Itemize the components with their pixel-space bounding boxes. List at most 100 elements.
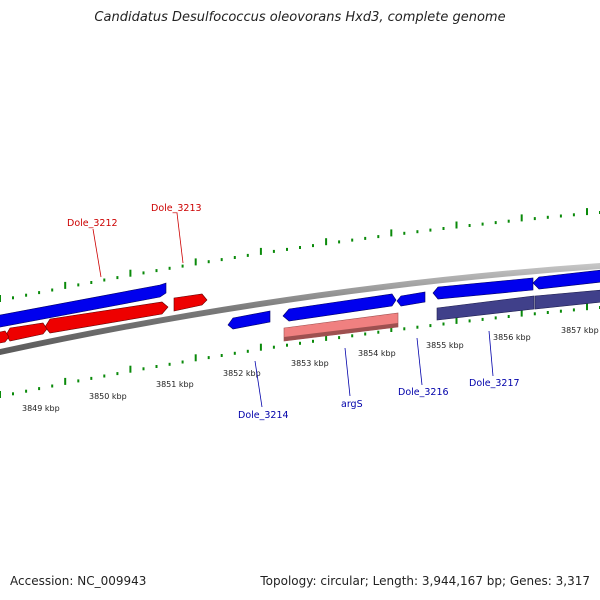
ruler-label: 3856 kbp [493,333,531,342]
ruler-label: 3850 kbp [89,392,127,401]
major-tick [64,281,67,289]
major-tick [129,269,132,277]
minor-tick [364,332,367,336]
major-tick [520,214,523,222]
minor-tick [286,343,288,347]
minor-tick [38,387,41,391]
major-tick [194,258,197,266]
minor-tick [299,341,301,345]
gene-forward-dole3214[interactable] [227,310,271,330]
ruler-label: 3857 kbp [561,326,599,335]
gene-label-args[interactable]: argS [341,399,363,410]
accession-label: Accession: NC_009943 [10,574,147,588]
minor-tick [494,221,497,225]
minor-tick [116,372,119,376]
minor-tick [559,309,562,313]
minor-tick [90,281,93,284]
minor-tick [77,379,80,383]
label-leader [176,212,184,264]
minor-tick [351,238,354,242]
minor-tick [468,319,471,323]
minor-tick [403,327,406,331]
minor-tick [416,230,419,234]
minor-tick [25,389,28,393]
gene-reverse-1[interactable] [5,322,48,342]
minor-tick [572,308,575,312]
major-tick [0,295,1,302]
label-leader [254,360,263,408]
minor-tick [377,330,380,334]
gene-forward-dole3216[interactable] [396,291,426,307]
major-tick [259,343,262,351]
gene-label-dole3212[interactable]: Dole_3212 [67,218,118,229]
minor-tick [246,253,249,257]
minor-tick [312,339,314,343]
minor-tick [377,235,380,239]
genome-summary: Topology: circular; Length: 3,944,167 bp… [260,574,590,588]
gene-label-dole3216[interactable]: Dole_3216 [398,387,449,398]
gene-rna-args[interactable] [283,312,399,342]
major-tick [586,303,588,311]
minor-tick [25,293,28,297]
minor-tick [181,360,184,364]
major-tick [586,208,588,216]
minor-tick [468,224,471,227]
label-leader [488,330,494,377]
minor-tick [181,264,184,268]
minor-tick [12,392,14,396]
minor-tick [338,336,341,340]
gene-forward-dole3217[interactable] [432,277,534,300]
gene-label-dole3214[interactable]: Dole_3214 [238,410,289,421]
minor-tick [142,271,145,275]
minor-tick [494,316,497,320]
minor-tick [155,365,158,368]
minor-tick [442,322,445,326]
minor-tick [220,258,223,262]
gene-forward-2[interactable] [282,293,397,322]
gene-forward-3[interactable] [532,269,600,290]
minor-tick [312,244,314,248]
minor-tick [207,260,210,264]
minor-tick [507,315,510,318]
minor-tick [168,362,171,366]
lower-tick-dots [0,303,600,398]
gene-label-dole3217[interactable]: Dole_3217 [469,378,520,389]
ruler-label: 3854 kbp [358,349,396,358]
major-tick [129,365,132,373]
gene-other-2[interactable] [534,289,600,310]
minor-tick [429,324,432,328]
ruler-label: 3852 kbp [223,369,261,378]
minor-tick [220,354,223,357]
minor-tick [51,384,54,388]
ruler-label: 3855 kbp [426,341,464,350]
gene-forward-1[interactable] [0,282,167,328]
minor-tick [559,214,562,218]
minor-tick [416,325,419,329]
minor-tick [481,317,484,321]
gene-other-1[interactable] [436,295,535,321]
minor-tick [103,278,106,282]
ruler-label: 3851 kbp [156,380,194,389]
minor-tick [572,213,575,217]
gene-reverse-dole3213[interactable] [173,293,208,312]
minor-tick [77,283,80,287]
minor-tick [155,269,158,273]
gene-label-dole3213[interactable]: Dole_3213 [151,203,202,214]
minor-tick [233,256,236,259]
minor-tick [286,247,288,251]
major-tick [0,391,1,398]
minor-tick [533,312,536,316]
ruler-label: 3849 kbp [22,404,60,413]
minor-tick [481,222,484,226]
genome-backbone [0,263,600,355]
minor-tick [207,356,210,360]
major-tick [64,377,67,385]
minor-tick [51,288,54,292]
minor-tick [299,246,301,249]
gene-reverse-edge[interactable] [0,330,10,344]
minor-tick [12,296,14,300]
major-tick [455,221,458,229]
minor-tick [90,376,93,380]
minor-tick [351,334,354,338]
